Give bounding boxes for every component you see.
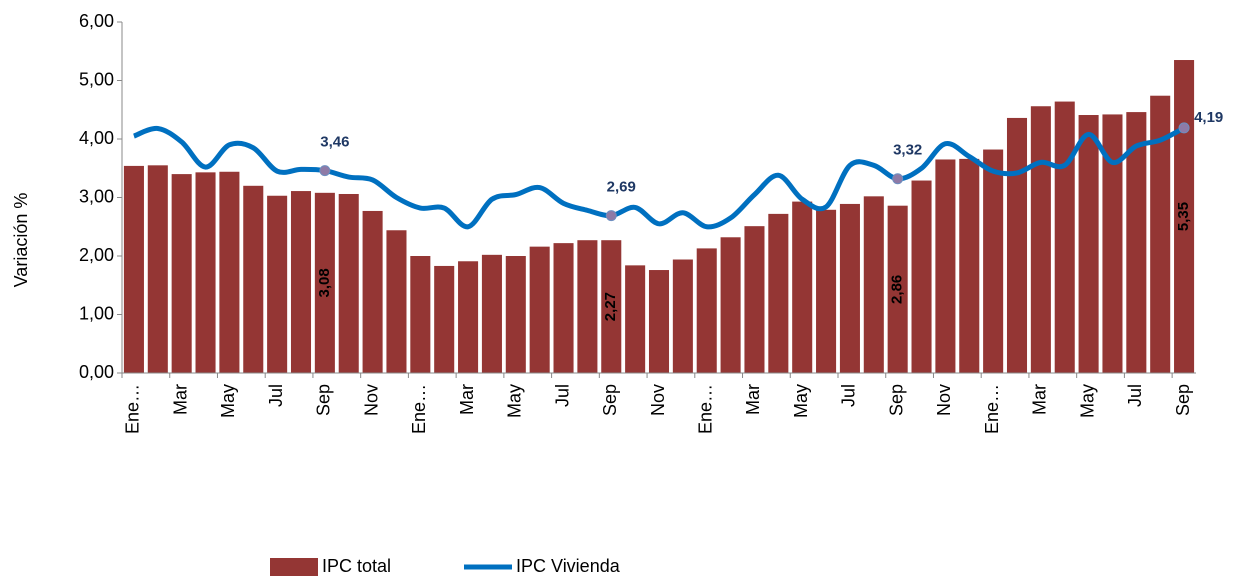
bar-value-label: 3,08 bbox=[316, 268, 333, 297]
x-tick-label: Ene… bbox=[695, 384, 715, 434]
legend-label: IPC Vivienda bbox=[516, 556, 621, 576]
x-tick-label: May bbox=[1077, 384, 1097, 418]
bar bbox=[123, 165, 144, 373]
bar bbox=[720, 237, 741, 373]
bar bbox=[863, 196, 884, 373]
y-tick-label: 3,00 bbox=[79, 186, 114, 206]
bar bbox=[529, 246, 550, 373]
y-axis-label: Variación % bbox=[11, 193, 31, 288]
bar bbox=[696, 248, 717, 373]
bar bbox=[410, 256, 431, 373]
bar bbox=[983, 149, 1004, 373]
line-value-label: 3,46 bbox=[320, 134, 349, 151]
x-tick-label: Jul bbox=[266, 384, 286, 407]
x-tick-label: Jul bbox=[839, 384, 859, 407]
bar bbox=[1150, 95, 1171, 374]
y-tick-label: 1,00 bbox=[79, 303, 114, 323]
bar bbox=[458, 261, 479, 373]
line-value-label: 2,69 bbox=[607, 179, 636, 196]
bar-value-label: 5,35 bbox=[1175, 202, 1192, 231]
bar bbox=[362, 210, 383, 373]
bar bbox=[314, 192, 335, 373]
x-tick-label: Mar bbox=[170, 384, 190, 415]
y-tick-label: 0,00 bbox=[79, 362, 114, 382]
x-tick-label: Mar bbox=[743, 384, 763, 415]
bar bbox=[816, 209, 837, 373]
bar bbox=[147, 165, 168, 373]
bar bbox=[911, 180, 932, 373]
bar bbox=[171, 174, 192, 373]
x-tick-label: Sep bbox=[314, 384, 334, 416]
bar bbox=[1174, 60, 1195, 374]
bar bbox=[1126, 112, 1147, 373]
x-tick-label: May bbox=[505, 384, 525, 418]
line-marker bbox=[319, 165, 331, 177]
x-tick-label: Sep bbox=[886, 384, 906, 416]
bar bbox=[386, 230, 407, 373]
bar bbox=[267, 195, 288, 373]
bar bbox=[338, 193, 359, 373]
bar bbox=[839, 203, 860, 373]
line bbox=[133, 125, 1186, 230]
x-tick-label: Sep bbox=[600, 384, 620, 416]
bar bbox=[505, 256, 526, 373]
line-value-label: 4,19 bbox=[1194, 109, 1223, 126]
bar-value-label: 2,86 bbox=[889, 275, 906, 304]
bar bbox=[219, 171, 240, 373]
bar bbox=[672, 259, 693, 373]
x-tick-label: Nov bbox=[648, 384, 668, 416]
x-tick-label: May bbox=[218, 384, 238, 418]
bar bbox=[1006, 117, 1028, 373]
x-tick-label: May bbox=[791, 384, 811, 418]
x-tick-label: Ene… bbox=[409, 384, 429, 434]
bar bbox=[1054, 101, 1075, 373]
bar bbox=[553, 243, 574, 373]
bar bbox=[744, 226, 765, 373]
bar bbox=[768, 213, 789, 373]
bar bbox=[792, 201, 813, 373]
bar bbox=[648, 270, 670, 373]
x-tick-label: Mar bbox=[457, 384, 477, 415]
bar bbox=[481, 254, 502, 373]
legend-label: IPC total bbox=[322, 556, 391, 576]
bar bbox=[1030, 106, 1051, 374]
bar bbox=[434, 265, 455, 373]
line-marker bbox=[605, 210, 617, 222]
line-marker bbox=[1178, 122, 1190, 134]
x-tick-label: Ene… bbox=[123, 384, 143, 434]
bar bbox=[625, 265, 646, 373]
bar bbox=[887, 205, 908, 373]
bar-value-label: 2,27 bbox=[602, 292, 619, 321]
line-value-label: 3,32 bbox=[893, 142, 922, 159]
legend-swatch bbox=[270, 558, 318, 576]
bar bbox=[1078, 115, 1099, 373]
y-tick-label: 2,00 bbox=[79, 245, 114, 265]
bar bbox=[243, 185, 264, 373]
x-tick-label: Sep bbox=[1173, 384, 1193, 416]
x-tick-label: Jul bbox=[552, 384, 572, 407]
x-tick-label: Mar bbox=[1030, 384, 1050, 415]
bar bbox=[959, 158, 980, 373]
bar bbox=[601, 240, 622, 373]
bar bbox=[935, 159, 956, 373]
x-tick-label: Nov bbox=[934, 384, 954, 416]
x-tick-label: Nov bbox=[361, 384, 381, 416]
y-tick-label: 5,00 bbox=[79, 69, 114, 89]
x-tick-label: Ene… bbox=[982, 384, 1002, 434]
line-marker bbox=[892, 173, 904, 185]
x-tick-label: Jul bbox=[1125, 384, 1145, 407]
bar bbox=[195, 172, 216, 373]
bar bbox=[290, 191, 312, 373]
y-tick-label: 6,00 bbox=[79, 11, 114, 31]
bar bbox=[577, 240, 598, 373]
bar bbox=[1102, 114, 1123, 374]
y-tick-label: 4,00 bbox=[79, 128, 114, 148]
